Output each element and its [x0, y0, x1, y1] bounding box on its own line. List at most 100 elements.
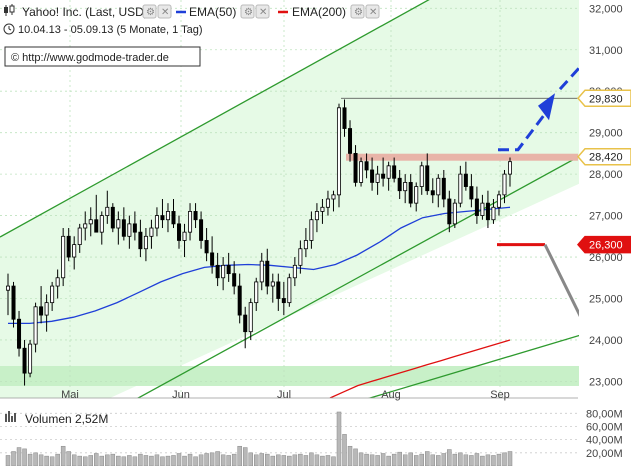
- volume-bar: [204, 453, 209, 466]
- candle: [359, 157, 364, 187]
- candle-body: [232, 273, 237, 287]
- candle-body: [171, 211, 176, 225]
- candle-body: [259, 260, 264, 283]
- ema50-legend-label: EMA(50): [189, 5, 236, 19]
- ema200-close-icon[interactable]: ✕: [365, 4, 380, 19]
- candle-body: [463, 173, 468, 187]
- candle: [287, 273, 292, 307]
- volume-bar: [16, 447, 22, 466]
- candle: [254, 277, 259, 311]
- candle: [188, 203, 193, 241]
- y-tick-label: 27,000: [589, 211, 623, 223]
- candle: [44, 294, 49, 332]
- price-tag-label: 26,300: [589, 240, 623, 252]
- price-tags: 29,830 28,420 26,300: [577, 89, 631, 254]
- candle: [226, 252, 231, 282]
- candle: [491, 199, 496, 224]
- settings-icon[interactable]: ⚙: [142, 4, 157, 19]
- candle-body: [314, 211, 319, 221]
- volume-bar: [353, 448, 358, 466]
- candle: [270, 273, 275, 303]
- volume-bar: [215, 451, 220, 466]
- candle-body: [22, 347, 27, 374]
- volume-bar: [270, 455, 276, 466]
- candle: [165, 203, 170, 233]
- candle-body: [160, 215, 165, 221]
- candle-body: [458, 173, 463, 204]
- candle: [309, 211, 314, 249]
- x-tick-label: Jun: [172, 389, 190, 401]
- volume-bar: [237, 445, 242, 466]
- support-band: [0, 365, 631, 386]
- volume-bar: [502, 452, 507, 466]
- source-label: © http://www.godmode-trader.de: [11, 52, 169, 64]
- svg-text:✕: ✕: [369, 7, 377, 18]
- volume-bar: [259, 453, 265, 466]
- candle-body: [452, 202, 457, 225]
- candle: [88, 207, 93, 237]
- candle-body: [94, 219, 99, 233]
- volume-bar: [281, 455, 287, 466]
- y-tick-label: 28,000: [589, 169, 623, 181]
- volume-bar: [132, 456, 138, 466]
- ema200-settings-icon[interactable]: ⚙: [350, 4, 365, 19]
- volume-bar: [314, 454, 320, 466]
- close-icon[interactable]: ✕: [157, 4, 172, 19]
- volume-bar: [469, 455, 474, 466]
- volume-bar: [320, 455, 325, 466]
- y-tick-label: 31,000: [589, 45, 623, 57]
- candle: [50, 281, 55, 311]
- candle-body: [11, 285, 16, 320]
- candle-body: [105, 206, 110, 216]
- volume-bar: [402, 454, 408, 466]
- candle: [210, 236, 215, 274]
- candle: [381, 157, 386, 187]
- volume-tick-label: 40,00M: [586, 435, 623, 447]
- volume-bar: [160, 456, 165, 466]
- volume-bar: [292, 454, 298, 466]
- volume-bar: [386, 455, 391, 466]
- candle-body: [447, 198, 452, 225]
- volume-tick-label: 60,00M: [586, 421, 623, 433]
- volume-bar: [298, 453, 303, 466]
- ema50-settings-icon[interactable]: ⚙: [240, 4, 255, 19]
- clock-icon: [3, 23, 15, 35]
- candle: [331, 190, 336, 212]
- candle: [6, 273, 11, 316]
- candle-body: [265, 260, 270, 287]
- volume-bar: [226, 455, 231, 466]
- candle-body: [193, 211, 198, 221]
- volume-bar: [336, 411, 342, 466]
- candle-body: [132, 223, 137, 233]
- volume-bar: [458, 452, 463, 466]
- candle-body: [474, 198, 479, 216]
- candle: [342, 99, 347, 137]
- candle-body: [408, 182, 413, 204]
- candle: [364, 153, 369, 179]
- volume-bar: [143, 455, 149, 466]
- candle-body: [17, 318, 22, 349]
- volume-bar: [49, 456, 55, 466]
- candle: [463, 161, 468, 191]
- candle-body: [110, 206, 115, 229]
- ema50-close-icon[interactable]: ✕: [255, 4, 270, 19]
- channel-lower-line: [119, 127, 631, 409]
- candle: [22, 339, 27, 386]
- candle-body: [127, 223, 132, 237]
- volume-bar: [248, 452, 253, 466]
- candle: [33, 302, 38, 353]
- volume-bar: [5, 455, 11, 466]
- candle: [452, 199, 457, 229]
- candle-body: [39, 306, 44, 316]
- candle: [193, 203, 198, 229]
- y-tick-label: 23,000: [589, 376, 623, 388]
- candle-body: [370, 169, 375, 183]
- candle-body: [403, 182, 408, 192]
- candle-body: [430, 190, 435, 196]
- volume-bar: [425, 451, 430, 466]
- candle: [138, 219, 143, 258]
- candle-body: [392, 165, 397, 179]
- candle-body: [342, 107, 347, 129]
- volume-bar: [408, 452, 413, 466]
- candle-body: [359, 161, 364, 183]
